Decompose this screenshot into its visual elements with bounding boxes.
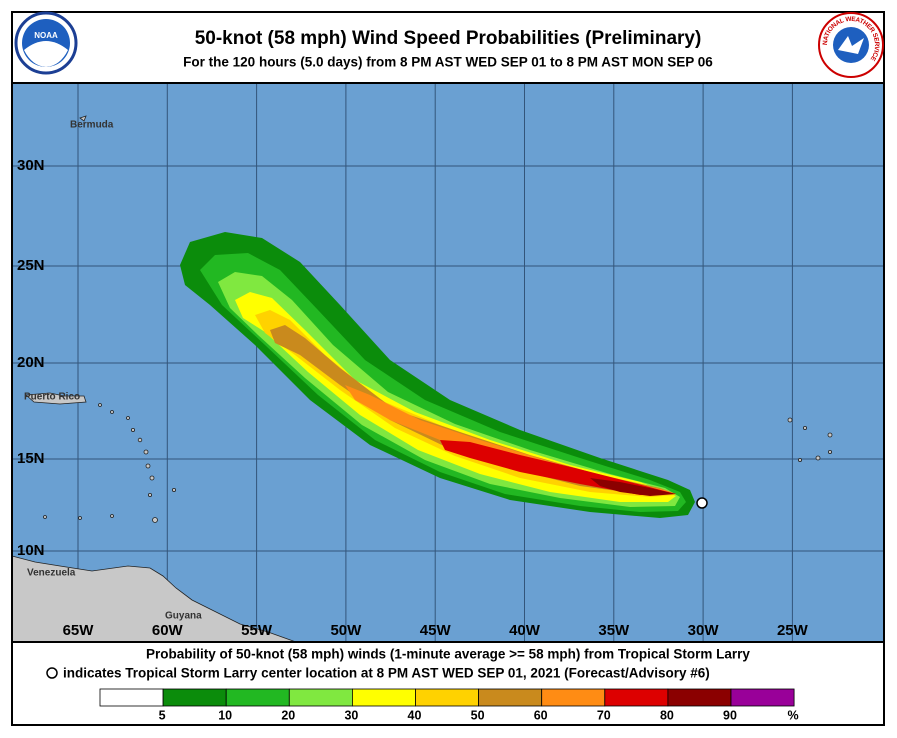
lon-label: 30W [688, 622, 720, 639]
legend-label: 20 [281, 708, 295, 722]
lat-label: 30N [17, 157, 45, 174]
legend-label: % [788, 708, 799, 722]
legend-swatch [162, 688, 227, 707]
bermuda [79, 115, 87, 122]
lon-label: 50W [330, 622, 362, 639]
legend-label: 40 [408, 708, 422, 722]
legend-swatch [225, 688, 290, 707]
legend-swatch [667, 688, 732, 707]
lat-label: 15N [17, 450, 45, 467]
lon-label: 40W [509, 622, 541, 639]
lon-label: 45W [420, 622, 452, 639]
axis-labels: 30N 25N 20N 15N 10N 65W 60W 55W 50W 45W 40W 35W 30W 2… [17, 157, 809, 639]
place-label: Puerto Rico [24, 392, 80, 403]
legend-swatch [730, 688, 795, 707]
legend-label: 50 [471, 708, 485, 722]
lon-label: 25W [777, 622, 809, 639]
noaa-text: NOAA [34, 31, 58, 40]
islands [43, 403, 833, 523]
legend-label: 5 [159, 708, 166, 722]
lat-label: 20N [17, 354, 45, 371]
subtitle: For the 120 hours (5.0 days) from 8 PM A… [183, 55, 713, 70]
legend-label: 70 [597, 708, 611, 722]
legend-label: 90 [723, 708, 737, 722]
legend-swatch [478, 688, 543, 707]
lon-label: 65W [63, 622, 95, 639]
place-label: Guyana [165, 611, 202, 622]
lon-label: 55W [241, 622, 273, 639]
legend-label: 60 [534, 708, 548, 722]
storm-center [696, 497, 708, 509]
nws-logo: NATIONAL WEATHER SERVICE [818, 12, 884, 78]
noaa-logo: NOAA [14, 11, 78, 75]
lon-label: 35W [598, 622, 630, 639]
map-border [11, 82, 885, 643]
legend-swatch [351, 688, 416, 707]
footer-line1: Probability of 50-knot (58 mph) winds (1… [146, 647, 750, 662]
lon-label: 60W [152, 622, 184, 639]
legend-label: 10 [218, 708, 232, 722]
legend-swatch [415, 688, 479, 707]
footer-line2: indicates Tropical Storm Larry center lo… [63, 666, 710, 681]
probability-swath [180, 232, 695, 518]
legend-swatch [99, 688, 164, 707]
legend: 5 10 20 30 40 50 60 70 80 90% [99, 688, 799, 722]
lat-label: 25N [17, 257, 45, 274]
title: 50-knot (58 mph) Wind Speed Probabilitie… [195, 28, 702, 49]
center-icon [46, 667, 58, 679]
puerto-rico [25, 392, 87, 405]
south-america [12, 555, 297, 642]
lat-label: 10N [17, 542, 45, 559]
legend-label: 80 [660, 708, 674, 722]
legend-label: 30 [344, 708, 358, 722]
legend-swatch [541, 688, 606, 707]
legend-swatch [288, 688, 353, 707]
place-label: Bermuda [70, 120, 114, 131]
map: Bermuda Puerto Rico Venezuela Guyana 30N… [12, 83, 884, 642]
place-label: Venezuela [27, 568, 76, 579]
legend-swatch [604, 688, 669, 707]
